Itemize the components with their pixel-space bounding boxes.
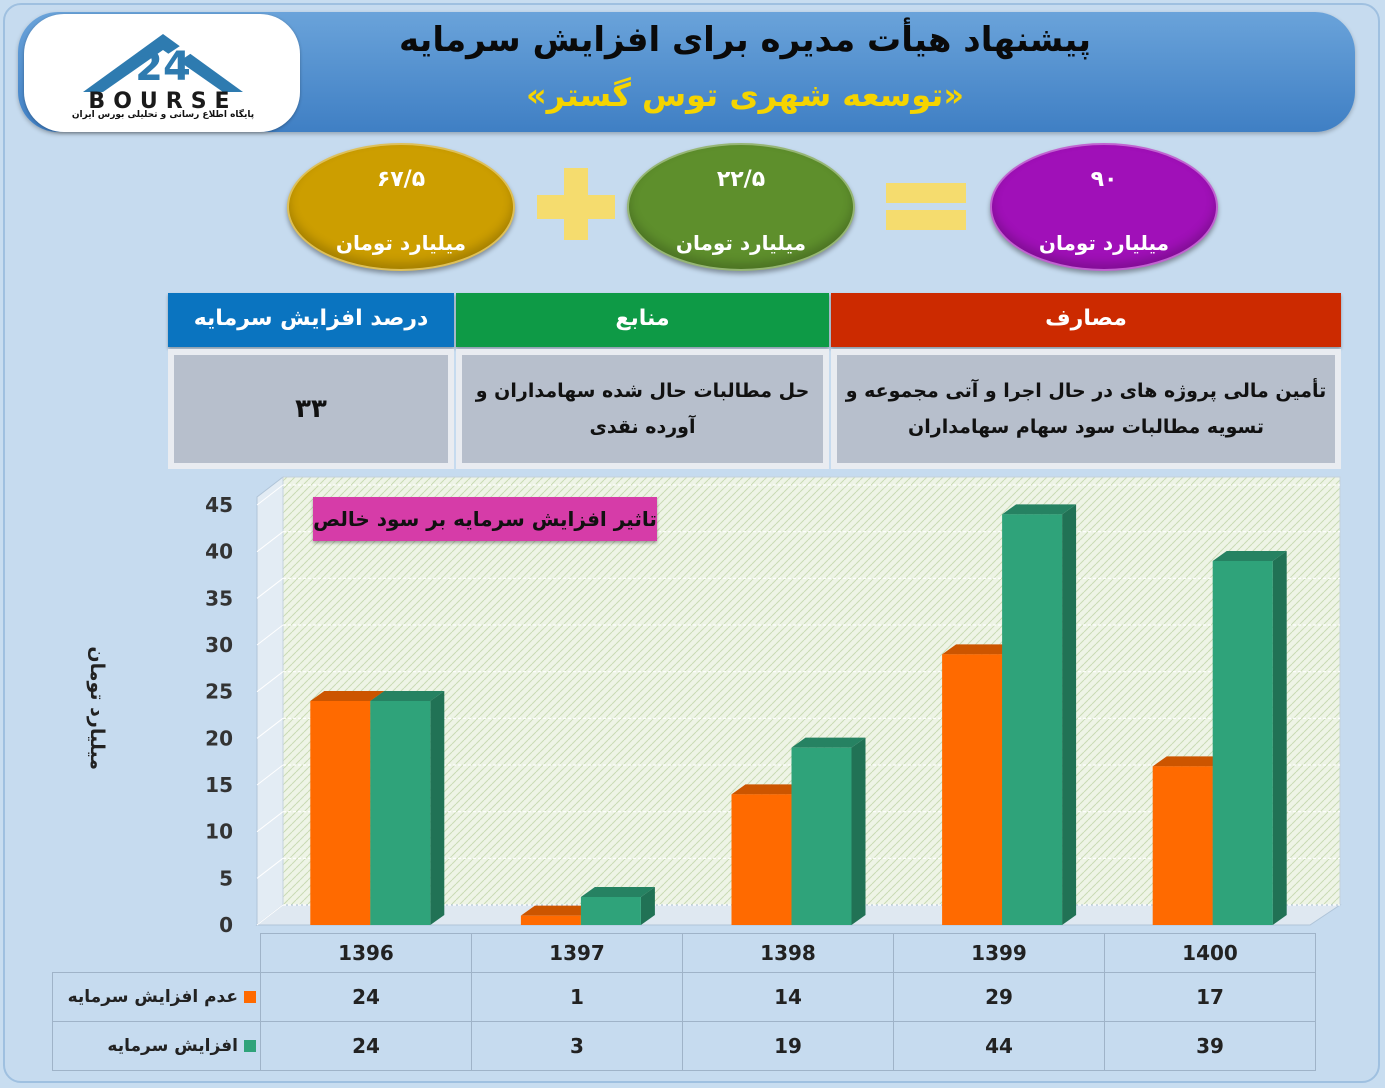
- table-cell: 39: [1104, 1021, 1316, 1071]
- legend-swatch-orange: [244, 991, 256, 1003]
- equation-total-unit: میلیارد تومان: [1038, 231, 1170, 255]
- category-label: 1399: [893, 933, 1105, 973]
- bar-side: [430, 691, 445, 925]
- equation-term1-unit: میلیارد تومان: [335, 231, 467, 255]
- y-tick-label: 40: [205, 540, 233, 564]
- table-cell: 17: [1104, 972, 1316, 1022]
- bar-top: [1002, 504, 1077, 515]
- table-cell: 29: [893, 972, 1105, 1022]
- bar-top: [520, 905, 595, 916]
- gridline-side: [256, 671, 284, 693]
- series-name: عدم افزایش سرمایه: [67, 987, 238, 1007]
- y-tick-label: 5: [219, 866, 233, 890]
- y-tick-label: 35: [205, 586, 233, 610]
- gridline-side: [256, 717, 284, 739]
- side-wall: [256, 475, 284, 927]
- bar: [1212, 561, 1273, 925]
- bar-top: [942, 644, 1017, 655]
- header-uses: مصارف: [831, 293, 1341, 347]
- bar-side: [640, 887, 655, 925]
- bar-top: [370, 691, 445, 701]
- table-cell: 14: [682, 972, 894, 1022]
- table-cell: 19: [682, 1021, 894, 1071]
- page-subtitle: «توسعه شهری توس گستر»: [526, 76, 964, 114]
- category-label: 1397: [471, 933, 683, 973]
- table-cell: 24: [260, 972, 472, 1022]
- page-title: پیشنهاد هیأت مدیره برای افزایش سرمایه: [398, 20, 1092, 60]
- equation-term1-value: ۶۷/۵: [376, 167, 426, 192]
- equation-term1: ۶۷/۵ میلیارد تومان: [287, 143, 515, 271]
- bar: [1152, 766, 1213, 925]
- gridline-side: [256, 811, 284, 833]
- y-tick-label: 15: [205, 773, 233, 797]
- gridline-side: [256, 904, 284, 926]
- cell-uses: تأمین مالی پروژه های در حال اجرا و آتی م…: [831, 349, 1341, 469]
- gridline-side: [256, 857, 284, 879]
- header-percent: درصد افزایش سرمایه: [168, 293, 454, 347]
- gridline-side: [256, 764, 284, 786]
- y-axis-label: میلیارد تومان: [86, 646, 108, 770]
- series-name: افزایش سرمایه: [107, 1036, 238, 1056]
- gridline-side: [256, 624, 284, 646]
- equation-total: ۹۰ میلیارد تومان: [990, 143, 1218, 271]
- gridline-side: [256, 531, 284, 553]
- bar-top: [310, 691, 385, 701]
- header-sources: منابع: [456, 293, 829, 347]
- bar-side: [851, 737, 866, 925]
- y-tick-label: 20: [205, 726, 233, 750]
- y-tick-label: 0: [219, 913, 233, 937]
- table-cell: 24: [260, 1021, 472, 1071]
- gridline-side: [256, 577, 284, 599]
- y-tick-label: 25: [205, 680, 233, 704]
- equals-icon-lower: [886, 210, 966, 230]
- bar-side: [1062, 504, 1077, 925]
- bar-top: [731, 784, 806, 795]
- svg-text:24: 24: [135, 44, 191, 90]
- logo-brand-text: BOURSE: [88, 89, 237, 112]
- bar-top: [791, 737, 866, 748]
- logo-tagline: پایگاه اطلاع رسانی و تحلیلی بورس ایران: [71, 110, 255, 120]
- equation-term2: ۲۲/۵ میلیارد تومان: [627, 143, 855, 271]
- y-tick-label: 10: [205, 820, 233, 844]
- bar: [942, 654, 1003, 925]
- equation-total-value: ۹۰: [1090, 167, 1118, 192]
- bar: [310, 701, 371, 925]
- chart-title: تاثیر افزایش سرمایه بر سود خالص: [313, 497, 657, 541]
- category-label: 1398: [682, 933, 894, 973]
- bar-top: [580, 887, 655, 897]
- series-legend-no-increase: عدم افزایش سرمایه: [52, 972, 261, 1022]
- bar: [580, 897, 641, 925]
- logo: 24 BOURSE پایگاه اطلاع رسانی و تحلیلی بو…: [24, 14, 300, 132]
- category-label: 1400: [1104, 933, 1316, 973]
- bar-top: [1152, 756, 1227, 767]
- equation-term2-unit: میلیارد تومان: [675, 231, 807, 255]
- data-table: 1396 1397 1398 1399 1400 عدم افزایش سرما…: [52, 933, 1316, 1071]
- table-cell: 44: [893, 1021, 1105, 1071]
- bar: [731, 794, 792, 925]
- logo-mark-icon: 24 BOURSE: [83, 34, 243, 112]
- plot-area: 0 5 10 15 20 25 30 35 40 45: [205, 475, 1342, 937]
- gridline-side: [256, 484, 284, 506]
- equation-term2-value: ۲۲/۵: [716, 167, 766, 192]
- table-cell: 1: [471, 972, 683, 1022]
- bar: [520, 915, 581, 925]
- cell-sources: حل مطالبات حال شده سهامداران و آورده نقد…: [456, 349, 829, 469]
- bar-side: [1272, 551, 1287, 925]
- plus-icon-vertical: [564, 168, 588, 240]
- y-tick-label: 45: [205, 493, 233, 517]
- cell-percent: ۳۳: [168, 349, 454, 469]
- bar: [370, 701, 431, 925]
- bar: [791, 747, 852, 925]
- legend-swatch-green: [244, 1040, 256, 1052]
- equals-icon: [886, 183, 966, 203]
- bar-top: [1212, 551, 1287, 561]
- series-legend-increase: افزایش سرمایه: [52, 1021, 261, 1071]
- table-cell: 3: [471, 1021, 683, 1071]
- data-table-corner: [53, 934, 261, 973]
- category-label: 1396: [260, 933, 472, 973]
- bar: [1002, 514, 1063, 925]
- y-tick-label: 30: [205, 633, 233, 657]
